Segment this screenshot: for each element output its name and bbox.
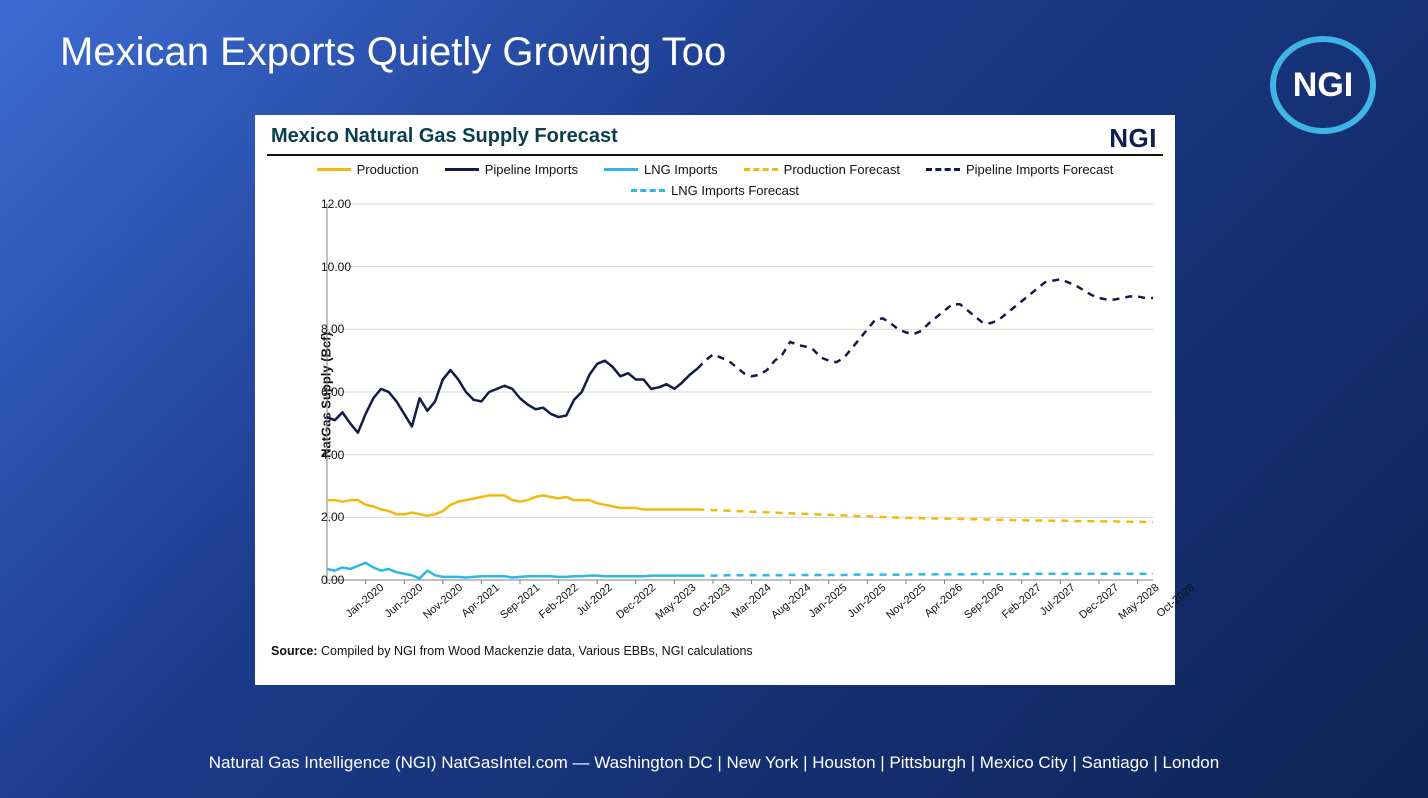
chart-title-row: Mexico Natural Gas Supply Forecast NGI: [267, 123, 1163, 156]
legend-label: Pipeline Imports: [485, 162, 578, 177]
chart-source-text: Compiled by NGI from Wood Mackenzie data…: [318, 644, 753, 658]
legend-label: Production: [357, 162, 419, 177]
legend-item: LNG Imports: [604, 162, 718, 177]
legend-swatch: [744, 168, 778, 171]
ngi-logo-icon: NGI: [1268, 30, 1378, 140]
slide-footer: Natural Gas Intelligence (NGI) NatGasInt…: [0, 753, 1428, 773]
legend-swatch: [445, 168, 479, 171]
chart-card: Mexico Natural Gas Supply Forecast NGI P…: [255, 115, 1175, 685]
chart-source-label: Source:: [271, 644, 318, 658]
chart-brand-mark: NGI: [1109, 123, 1157, 154]
chart-legend: Production Pipeline Imports LNG Imports Pro…: [267, 156, 1163, 200]
legend-label: LNG Imports: [644, 162, 718, 177]
slide-title: Mexican Exports Quietly Growing Too: [60, 30, 726, 75]
series-lng: [327, 563, 698, 579]
legend-swatch: [926, 168, 960, 171]
series-production-forecast: [698, 510, 1153, 523]
legend-swatch: [631, 189, 665, 192]
slide: Mexican Exports Quietly Growing Too NGI …: [0, 0, 1428, 798]
legend-item: LNG Imports Forecast: [631, 183, 799, 198]
legend-item: Pipeline Imports Forecast: [926, 162, 1113, 177]
series-production: [327, 495, 698, 515]
legend-label: Pipeline Imports Forecast: [966, 162, 1113, 177]
chart-title: Mexico Natural Gas Supply Forecast: [267, 123, 618, 154]
series-lng-forecast: [698, 574, 1153, 576]
legend-item: Production Forecast: [744, 162, 900, 177]
series-pipeline: [327, 361, 698, 433]
legend-item: Production: [317, 162, 419, 177]
legend-label: Production Forecast: [784, 162, 900, 177]
legend-item: Pipeline Imports: [445, 162, 578, 177]
ngi-logo-text: NGI: [1293, 66, 1353, 104]
series-pipeline-forecast: [698, 279, 1153, 376]
legend-swatch: [604, 168, 638, 171]
legend-swatch: [317, 168, 351, 171]
legend-label: LNG Imports Forecast: [671, 183, 799, 198]
chart-plot: NatGas Supply (Bcf) 0.002.004.006.008.00…: [267, 200, 1163, 590]
